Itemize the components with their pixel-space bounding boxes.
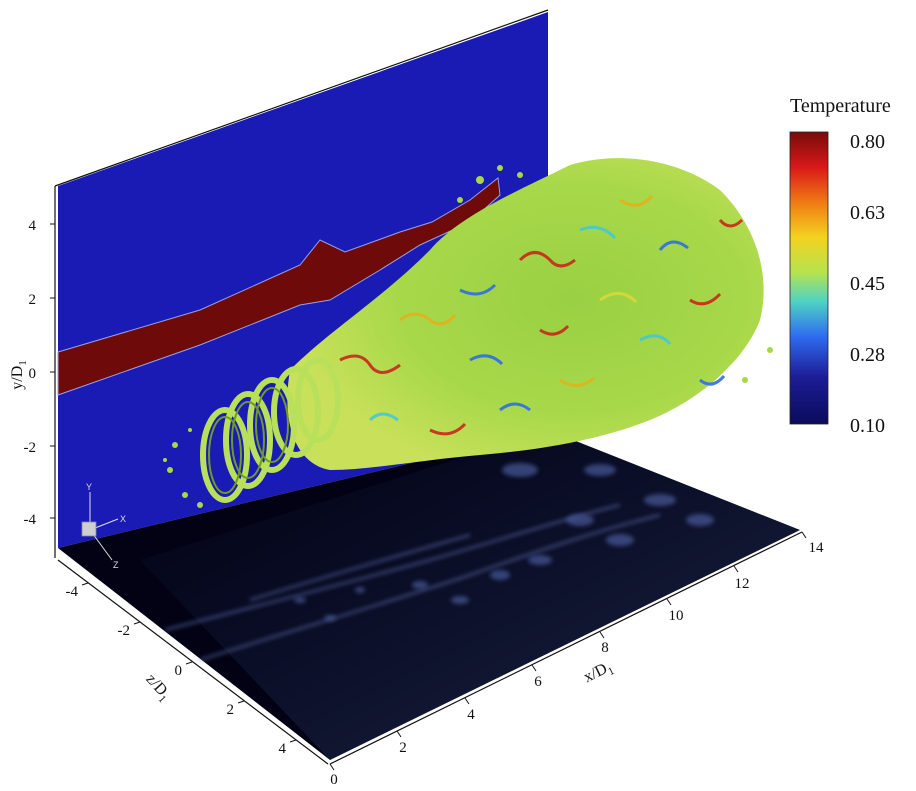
x-axis-line [329, 531, 803, 765]
z-tick-label: -2 [118, 623, 131, 639]
x-tick-label: 2 [399, 740, 407, 756]
floor-shading [140, 430, 800, 760]
x-axis-title-sub: 1 [606, 665, 616, 678]
triad-z-label: Z [113, 560, 119, 570]
vortex-ring-shadow [208, 387, 289, 494]
z-axis-title: z/D1 [140, 671, 174, 706]
x-tick-label: 8 [601, 640, 609, 656]
y-axis-title-main: y/D [9, 366, 26, 390]
z-tick-label: -4 [66, 584, 79, 600]
floor-streaks [164, 504, 661, 661]
axis-triad: Y X Z [81, 482, 126, 570]
y-axis-title-sub: 1 [17, 360, 29, 366]
legend-tick-label: 0.28 [850, 344, 885, 366]
x-axis-title-main: x/D [581, 660, 610, 686]
y-axis [50, 223, 55, 519]
triad-x-label: X [120, 514, 126, 524]
x-tick-label: 6 [534, 674, 542, 690]
svg-text:y/D1: y/D1 [9, 360, 29, 390]
vortex-rings [200, 357, 341, 503]
x-tick-label: 0 [330, 772, 338, 788]
color-legend: Temperature 0.80 0.63 0.45 0.28 0.10 [789, 95, 891, 437]
y-tick-label: -2 [24, 440, 37, 456]
y-tick-label: 2 [29, 292, 37, 308]
x-tick-label: 12 [735, 576, 750, 592]
z-tick-label: 2 [227, 702, 235, 718]
x-axis-title: x/D1 [581, 658, 616, 689]
triad-y-label: Y [86, 482, 92, 492]
legend-tick-label: 0.10 [850, 415, 885, 437]
turbulent-plume [287, 158, 773, 471]
legend-colorbar [789, 131, 829, 425]
x-axis-ticks [329, 531, 807, 771]
svg-text:x/D1: x/D1 [581, 658, 616, 689]
x-tick-label: 4 [467, 707, 475, 723]
legend-tick-label: 0.80 [850, 131, 885, 153]
legend-title: Temperature [790, 95, 891, 117]
vortex-debris [163, 428, 203, 508]
y-tick-label: 0 [29, 366, 37, 382]
y-tick-label: -4 [24, 512, 37, 528]
legend-tick-label: 0.45 [850, 273, 885, 295]
x-tick-label: 10 [669, 608, 684, 624]
wall-edge-top [54, 9, 549, 187]
legend-tick-label: 0.63 [850, 202, 885, 224]
x-tick-label: 14 [809, 540, 825, 556]
svg-text:z/D1: z/D1 [140, 671, 174, 706]
z-tick-label: 4 [279, 741, 287, 757]
z-axis-ticks [81, 582, 297, 743]
z-tick-label: 0 [175, 663, 183, 679]
y-tick-label: 4 [29, 218, 37, 234]
z-axis-line [57, 559, 329, 765]
floor-eddies [294, 463, 714, 621]
hot-jet-band [57, 177, 501, 396]
y-axis-title: y/D1 [9, 360, 29, 390]
